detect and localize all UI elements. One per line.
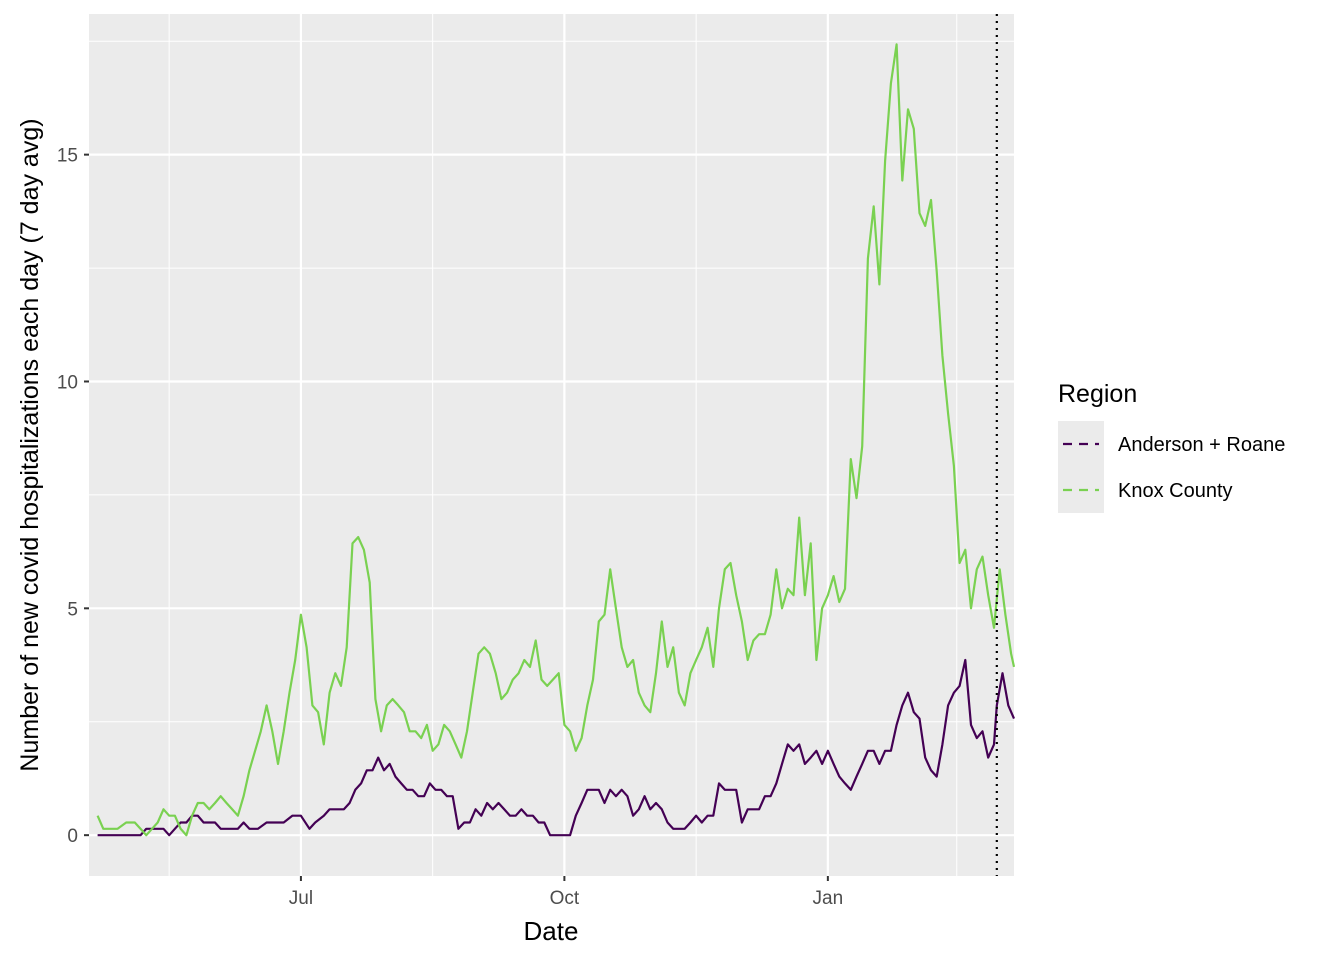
x-tick-label: Jan	[813, 888, 844, 909]
y-tick-label: 0	[67, 826, 78, 847]
series-line-knox-county	[96, 43, 1016, 837]
legend-label: Knox County	[1118, 480, 1233, 502]
legend: Region Anderson + Roane Knox County	[1058, 380, 1285, 513]
legend-title: Region	[1058, 380, 1137, 408]
legend-items: Anderson + Roane Knox County	[1058, 421, 1285, 513]
y-tick-label: 5	[67, 599, 78, 620]
x-tick-label: Oct	[550, 888, 580, 909]
x-axis-title: Date	[524, 916, 579, 946]
y-tick-label: 15	[57, 146, 78, 167]
y-axis: 0 5 10 15	[57, 146, 89, 847]
legend-label: Anderson + Roane	[1118, 434, 1285, 456]
series-line-anderson-roane	[97, 658, 1016, 837]
y-tick-label: 10	[57, 372, 78, 393]
legend-key-background	[1058, 421, 1104, 513]
x-tick-label: Jul	[289, 888, 313, 909]
x-axis: Jul Oct Jan	[289, 876, 843, 909]
y-axis-title: Number of new covid hospitalizations eac…	[16, 118, 44, 771]
series-lines	[96, 43, 1016, 837]
panel-background	[89, 14, 1014, 876]
minor-gridlines	[89, 14, 1014, 876]
